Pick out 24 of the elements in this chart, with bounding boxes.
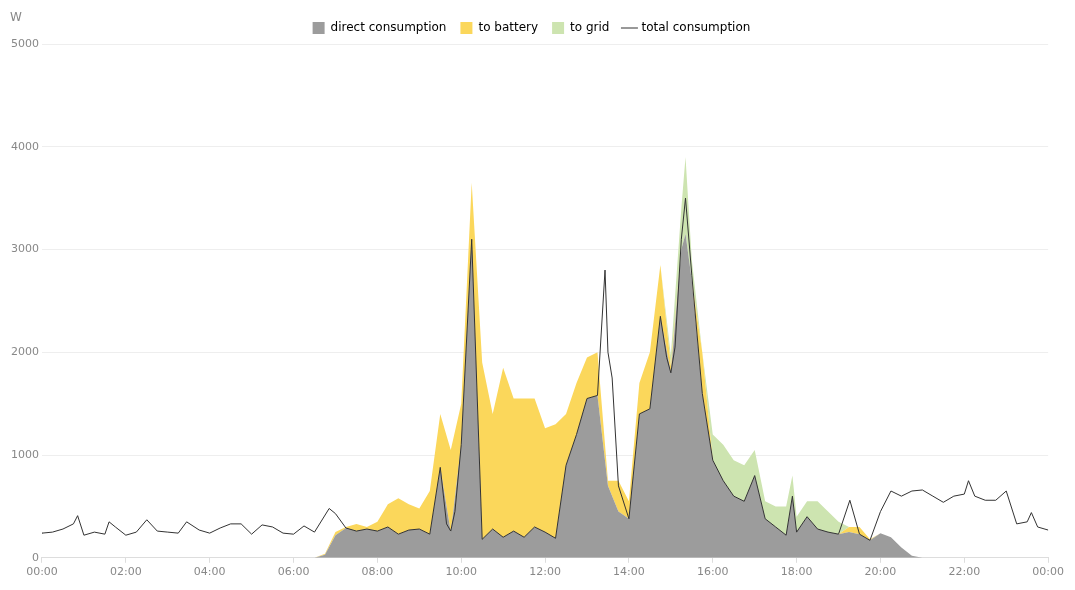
x-tick-label: 06:00	[277, 565, 310, 579]
y-tick-label: 3000	[10, 242, 39, 256]
x-tick-label: 10:00	[445, 565, 478, 579]
y-tick-label: 0	[31, 550, 39, 564]
x-tick-label: 00:00	[1032, 565, 1064, 579]
legend-label: direct consumption	[330, 20, 447, 35]
x-tick-label: 12:00	[529, 565, 561, 579]
legend-label: to battery	[478, 20, 539, 35]
y-tick-label: 2000	[10, 345, 39, 359]
x-tick-label: 20:00	[864, 565, 897, 579]
x-tick-label: 04:00	[193, 565, 226, 579]
y-axis-title: W	[10, 10, 22, 25]
legend-label: total consumption	[641, 20, 751, 35]
y-tick-label: 5000	[10, 36, 39, 50]
x-tick-label: 22:00	[948, 565, 981, 579]
legend-label: to grid	[570, 20, 610, 35]
x-tick-label: 02:00	[109, 565, 142, 579]
x-tick-label: 08:00	[361, 565, 394, 579]
y-tick-label: 4000	[10, 139, 39, 153]
x-tick-label: 14:00	[613, 565, 645, 579]
x-tick-label: 00:00	[26, 565, 58, 579]
x-tick-label: 16:00	[696, 565, 729, 579]
y-tick-label: 1000	[10, 447, 39, 461]
x-tick-label: 18:00	[780, 565, 813, 579]
